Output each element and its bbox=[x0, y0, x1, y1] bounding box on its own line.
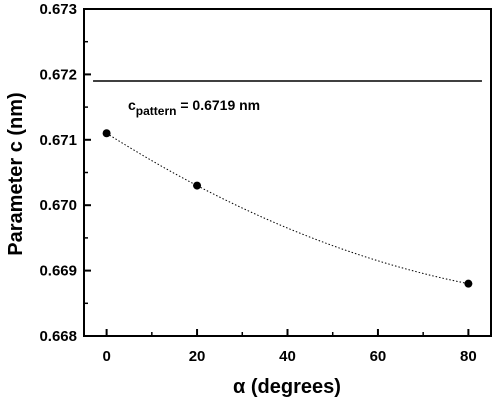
y-tick-label: 0.672 bbox=[39, 66, 77, 83]
x-tick-label: 20 bbox=[189, 348, 206, 365]
fit-curve bbox=[106, 132, 469, 285]
y-axis-title: Parameter c (nm) bbox=[5, 92, 27, 255]
y-tick-label: 0.668 bbox=[39, 328, 77, 345]
x-tick-label: 0 bbox=[102, 348, 110, 365]
annotation-symbol: c bbox=[128, 97, 136, 113]
data-marks bbox=[93, 80, 482, 288]
axes bbox=[83, 8, 492, 337]
x-tick-label: 40 bbox=[279, 348, 296, 365]
x-tick-label: 80 bbox=[460, 348, 477, 365]
y-tick-label: 0.670 bbox=[39, 197, 77, 214]
annotation-value: = 0.6719 nm bbox=[176, 97, 260, 113]
x-axis-title: α (degrees) bbox=[233, 376, 341, 398]
plot-frame bbox=[83, 8, 492, 337]
y-tick-label: 0.669 bbox=[39, 263, 77, 280]
data-point bbox=[464, 279, 473, 288]
data-point bbox=[193, 181, 202, 190]
data-point bbox=[102, 129, 111, 138]
x-tick-label: 60 bbox=[370, 348, 387, 365]
y-tick-label: 0.671 bbox=[39, 132, 77, 149]
pattern-annotation: cpattern = 0.6719 nm bbox=[128, 97, 260, 118]
annotation-subscript: pattern bbox=[136, 104, 177, 118]
y-tick-label: 0.673 bbox=[39, 1, 77, 18]
ticks: 0.668 0.669 0.670 0.671 0.672 0.673 0 20 40 60 80 bbox=[39, 1, 476, 365]
